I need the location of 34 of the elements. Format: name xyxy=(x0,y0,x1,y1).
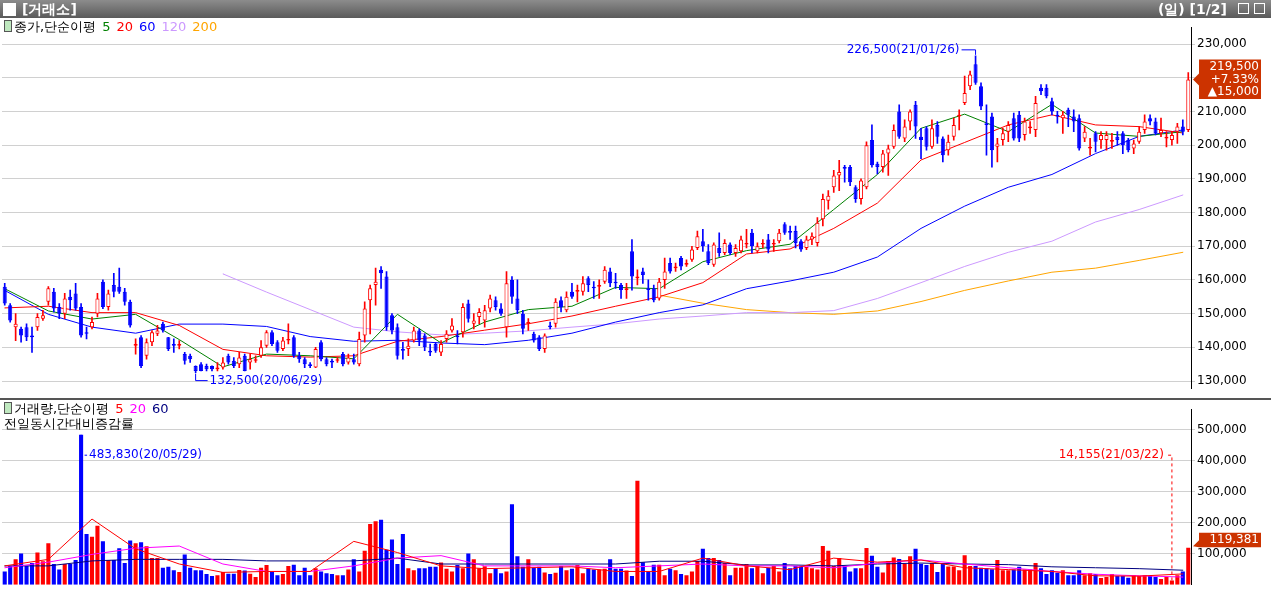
text: 119,381 xyxy=(1209,532,1259,547)
text: 60 xyxy=(151,401,169,416)
text: 219,500 +7.33% ▲15,000 xyxy=(1207,59,1259,99)
y-tick-label: 190,000 xyxy=(1197,170,1247,185)
y-tick-label: 200,000 xyxy=(1197,514,1247,529)
y-tick-label: 300,000 xyxy=(1197,483,1247,498)
y-tick-label: 160,000 xyxy=(1197,272,1247,287)
annotation: 483,830(20/05/29) xyxy=(89,447,202,462)
annotation: 전일동시간대비증감률 xyxy=(4,416,135,431)
y-tick-label: 500,000 xyxy=(1197,421,1247,436)
y-tick-label: 200,000 xyxy=(1197,137,1247,152)
text: 5 xyxy=(115,401,124,416)
text: 200 xyxy=(192,19,218,34)
y-tick-label: 230,000 xyxy=(1197,36,1247,51)
y-tick-label: 180,000 xyxy=(1197,204,1247,219)
y-tick-label: 140,000 xyxy=(1197,339,1247,354)
legend-title: 거래량,단순이평 xyxy=(14,401,110,416)
chart-title: [거래소] xyxy=(22,0,77,18)
text: 120 xyxy=(161,19,187,34)
y-tick-label: 170,000 xyxy=(1197,238,1247,253)
y-tick-label: 400,000 xyxy=(1197,452,1247,467)
annotation: 132,500(20/06/29) xyxy=(209,372,323,387)
annotation: 226,500(21/01/26) xyxy=(846,41,960,56)
text: 20 xyxy=(116,19,133,34)
y-tick-label: 100,000 xyxy=(1197,545,1247,560)
y-tick-label: 210,000 xyxy=(1197,103,1247,118)
text: 60 xyxy=(138,19,156,34)
text: 5 xyxy=(102,19,111,34)
annotation: 14,155(21/03/22) xyxy=(1058,447,1164,462)
legend-title: 종가,단순이평 xyxy=(14,19,97,34)
text: 20 xyxy=(129,401,146,416)
chart-subtitle: (일) [1/2] xyxy=(1157,0,1227,18)
y-tick-label: 130,000 xyxy=(1197,373,1247,388)
y-tick-label: 150,000 xyxy=(1197,305,1247,320)
